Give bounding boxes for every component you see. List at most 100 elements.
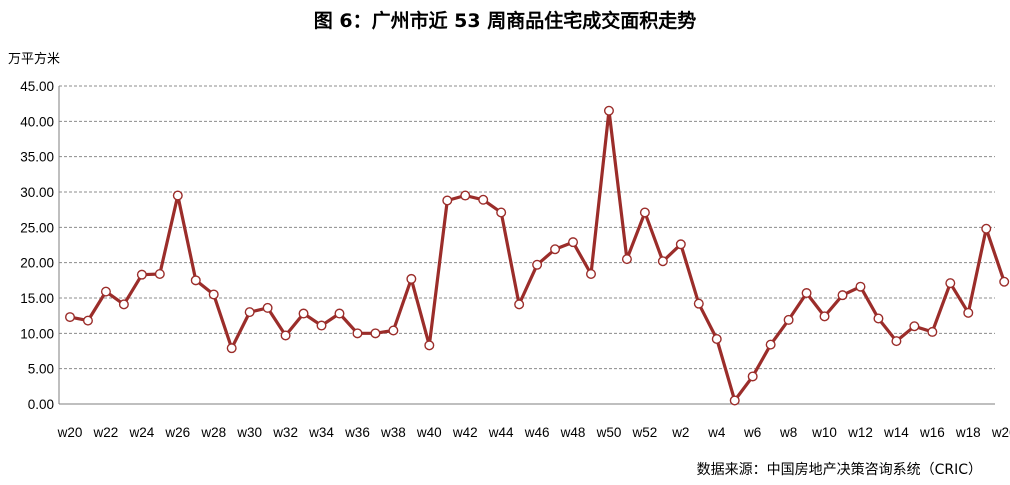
data-point [208, 289, 219, 300]
data-point [334, 308, 345, 319]
x-tick-label: w34 [308, 425, 334, 440]
data-point [568, 237, 579, 248]
data-point [82, 315, 93, 326]
data-point [855, 281, 866, 292]
data-point [585, 268, 596, 279]
y-tick-label: 10.00 [20, 326, 54, 341]
data-point [172, 190, 183, 201]
x-tick-label: w10 [811, 425, 837, 440]
x-tick-label: w2 [671, 425, 689, 440]
x-tick-label: w14 [883, 425, 909, 440]
data-point [280, 330, 291, 341]
data-point [693, 298, 704, 309]
data-point [729, 395, 740, 406]
x-tick-label: w4 [707, 425, 726, 440]
data-point [550, 244, 561, 255]
y-axis-unit-label: 万平方米 [8, 52, 61, 67]
x-tick-label: w12 [847, 425, 873, 440]
x-tick-label: w20 [57, 425, 83, 440]
data-point [298, 308, 309, 319]
y-tick-label: 40.00 [20, 114, 54, 129]
x-tick-label: w40 [416, 425, 442, 440]
data-point [352, 328, 363, 339]
x-tick-label: w26 [164, 425, 190, 440]
data-point [190, 275, 201, 286]
data-point [963, 307, 974, 318]
y-tick-label: 25.00 [20, 220, 54, 235]
data-point [406, 273, 417, 284]
x-tick-label: w38 [380, 425, 406, 440]
data-point [801, 288, 812, 299]
series-layer [64, 105, 1010, 406]
data-point [244, 307, 255, 318]
data-point [765, 339, 776, 350]
series-line [68, 109, 1006, 403]
data-point [478, 194, 489, 205]
data-point [154, 268, 165, 279]
y-tick-label: 5.00 [28, 362, 54, 377]
data-point [657, 256, 668, 267]
y-tick-labels: 0.00 5.00 10.00 15.00 20.00 25.00 30.00 35.00 40… [20, 79, 54, 412]
data-point [370, 328, 381, 339]
data-point [981, 223, 992, 234]
x-tick-label: w20 [991, 425, 1010, 440]
data-point [118, 299, 129, 310]
x-tick-label: w16 [919, 425, 945, 440]
data-point [532, 259, 543, 270]
x-tick-label: w46 [524, 425, 550, 440]
x-tick-label: w18 [955, 425, 981, 440]
data-point [999, 276, 1010, 287]
data-point [514, 299, 525, 310]
x-tick-label: w42 [452, 425, 478, 440]
data-point [100, 286, 111, 297]
data-point [424, 340, 435, 351]
data-point [226, 343, 237, 354]
data-point [927, 326, 938, 337]
data-point [837, 290, 848, 301]
x-tick-label: w32 [272, 425, 298, 440]
data-point [496, 207, 507, 218]
x-tick-labels: w20 w22 w24 w26 w28 w30 w32 w34 w36 w38 w40 w42 w44 w… [57, 425, 1010, 440]
data-point [442, 195, 453, 206]
x-tick-label: w44 [488, 425, 514, 440]
data-point [639, 207, 650, 218]
x-tick-label: w28 [200, 425, 226, 440]
x-tick-label: w24 [128, 425, 154, 440]
data-point [262, 302, 273, 313]
data-point [675, 239, 686, 250]
data-point [64, 312, 75, 323]
x-tick-label: w48 [560, 425, 586, 440]
source-note: 数据来源：中国房地产决策咨询系统（CRIC） [696, 462, 982, 478]
data-point [945, 278, 956, 289]
data-point [388, 325, 399, 336]
x-tick-label: w36 [344, 425, 370, 440]
data-point [873, 313, 884, 324]
y-tick-label: 0.00 [28, 397, 54, 412]
y-tick-label: 45.00 [20, 79, 54, 94]
y-tick-label: 30.00 [20, 185, 54, 200]
x-tick-label: w50 [596, 425, 622, 440]
data-point [621, 254, 632, 265]
chart-title: 图 6：广州市近 53 周商品住宅成交面积走势 [313, 10, 697, 32]
data-point [460, 190, 471, 201]
data-point [316, 320, 327, 331]
data-point [747, 371, 758, 382]
axes [58, 86, 995, 405]
x-tick-label: w52 [632, 425, 658, 440]
y-tick-label: 35.00 [20, 150, 54, 165]
data-point [819, 311, 830, 322]
y-tick-label: 15.00 [20, 291, 54, 306]
data-point [603, 105, 614, 116]
x-tick-label: w6 [743, 425, 761, 440]
gridlines [59, 85, 995, 370]
data-point [909, 321, 920, 332]
data-point [891, 336, 902, 347]
y-tick-label: 20.00 [20, 256, 54, 271]
data-point [711, 333, 722, 344]
data-point [783, 314, 794, 325]
x-tick-label: w22 [93, 425, 119, 440]
data-point [136, 269, 147, 280]
x-tick-label: w30 [236, 425, 262, 440]
x-tick-label: w8 [779, 425, 797, 440]
